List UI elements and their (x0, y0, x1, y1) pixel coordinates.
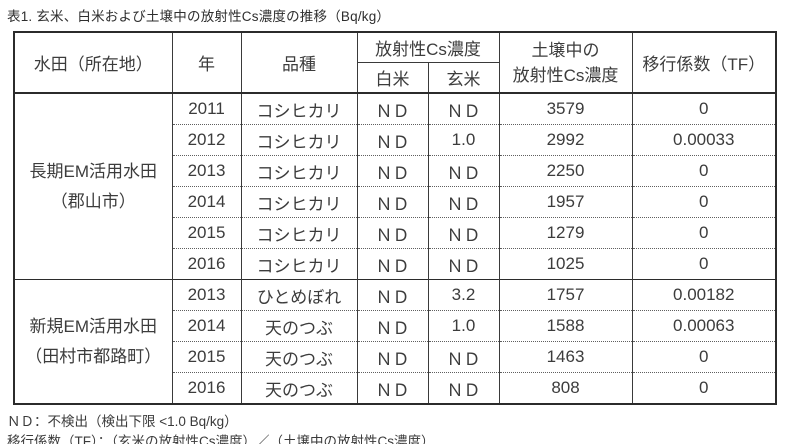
year-cell: 2016 (171, 372, 241, 404)
brown-rice-cell: ＮＤ (427, 186, 499, 218)
year-cell: 2016 (171, 248, 241, 280)
year-cell: 2013 (171, 155, 241, 187)
col-header-soil-line1: 土壌中の (531, 40, 600, 60)
tf-cell: 0.00033 (631, 124, 776, 156)
cs-concentration-table: 水田（所在地） 年 品種 放射性Cs濃度 土壌中の 放射性Cs濃度 移行係数（T… (13, 31, 777, 405)
brown-rice-cell: ＮＤ (427, 155, 499, 187)
col-header-variety: 品種 (240, 32, 357, 94)
table-row: 2014 コシヒカリ ＮＤ ＮＤ 1957 0 (14, 186, 776, 218)
soil-cs-cell: 1025 (498, 248, 632, 280)
white-rice-cell: ＮＤ (356, 155, 428, 187)
footnote-tf-definition: 移行係数（TF）：（玄米の放射性Cs濃度）／（土壌中の放射性Cs濃度） (7, 434, 435, 444)
soil-cs-cell: 808 (498, 372, 632, 404)
variety-cell: コシヒカリ (240, 124, 357, 156)
year-cell: 2014 (171, 186, 241, 218)
year-cell: 2015 (171, 341, 241, 373)
soil-cs-cell: 1757 (498, 279, 632, 311)
table-row: 2016 天のつぶ ＮＤ ＮＤ 808 0 (14, 372, 776, 404)
tf-cell: 0 (631, 248, 776, 280)
col-header-brown-rice: 玄米 (427, 62, 499, 94)
brown-rice-cell: ＮＤ (427, 341, 499, 373)
soil-cs-cell: 3579 (498, 93, 632, 125)
location-city: （田村市都路町） (25, 346, 162, 366)
table-row: 2015 天のつぶ ＮＤ ＮＤ 1463 0 (14, 341, 776, 373)
group-location-cell: 長期EM活用水田 （郡山市） (13, 93, 172, 280)
footnotes: ＮＤ：不検出（検出下限 <1.0 Bq/kg） 移行係数（TF）：（玄米の放射性… (7, 412, 786, 444)
variety-cell: 天のつぶ (240, 310, 357, 342)
year-cell: 2013 (171, 279, 241, 311)
soil-cs-cell: 2992 (498, 124, 632, 156)
white-rice-cell: ＮＤ (356, 248, 428, 280)
tf-cell: 0 (631, 186, 776, 218)
brown-rice-cell: ＮＤ (427, 93, 499, 125)
variety-cell: ひとめぼれ (240, 279, 357, 311)
table-row: 2015 コシヒカリ ＮＤ ＮＤ 1279 0 (14, 217, 776, 249)
brown-rice-cell: 3.2 (427, 279, 499, 311)
brown-rice-cell: ＮＤ (427, 372, 499, 404)
group-location-cell: 新規EM活用水田 （田村市都路町） (13, 279, 172, 404)
col-header-soil-line2: 放射性Cs濃度 (512, 65, 619, 85)
tf-cell: 0 (631, 217, 776, 249)
table-header: 水田（所在地） 年 品種 放射性Cs濃度 土壌中の 放射性Cs濃度 移行係数（T… (13, 32, 776, 94)
table-title: 表1. 玄米、白米および土壌中の放射性Cs濃度の推移（Bq/kg） (7, 9, 391, 24)
variety-cell: 天のつぶ (240, 341, 357, 373)
col-header-white-rice: 白米 (356, 62, 428, 94)
table-row: 2016 コシヒカリ ＮＤ ＮＤ 1025 0 (14, 248, 776, 280)
variety-cell: 天のつぶ (240, 372, 357, 404)
white-rice-cell: ＮＤ (356, 372, 428, 404)
table-row: 長期EM活用水田 （郡山市） 2011 コシヒカリ ＮＤ ＮＤ 3579 0 (13, 93, 776, 280)
white-rice-cell: ＮＤ (356, 186, 428, 218)
year-cell: 2014 (171, 310, 241, 342)
soil-cs-cell: 1588 (498, 310, 632, 342)
white-rice-cell: ＮＤ (356, 217, 428, 249)
table-row: 新規EM活用水田 （田村市都路町） 2013 ひとめぼれ ＮＤ 3.2 1757… (13, 279, 776, 404)
tf-cell: 0 (631, 155, 776, 187)
col-header-location: 水田（所在地） (13, 32, 172, 94)
soil-cs-cell: 2250 (498, 155, 632, 187)
location-name: 新規EM活用水田 (29, 316, 158, 336)
year-cell: 2012 (171, 124, 241, 156)
group-new-em-paddy: 新規EM活用水田 （田村市都路町） 2013 ひとめぼれ ＮＤ 3.2 1757… (13, 279, 776, 404)
col-header-transfer-factor: 移行係数（TF） (631, 32, 776, 94)
soil-cs-cell: 1957 (498, 186, 632, 218)
white-rice-cell: ＮＤ (356, 341, 428, 373)
group-long-term-em-paddy: 長期EM活用水田 （郡山市） 2011 コシヒカリ ＮＤ ＮＤ 3579 0 2… (13, 93, 776, 280)
table-row: 2013 コシヒカリ ＮＤ ＮＤ 2250 0 (14, 155, 776, 187)
brown-rice-cell: ＮＤ (427, 248, 499, 280)
tf-cell: 0.00063 (631, 310, 776, 342)
year-cell: 2015 (171, 217, 241, 249)
col-header-cs-concentration: 放射性Cs濃度 (356, 32, 499, 63)
variety-cell: コシヒカリ (240, 217, 357, 249)
white-rice-cell: ＮＤ (356, 310, 428, 342)
table-row: 2012 コシヒカリ ＮＤ 1.0 2992 0.00033 (14, 124, 776, 156)
brown-rice-cell: 1.0 (427, 310, 499, 342)
white-rice-cell: ＮＤ (356, 93, 428, 125)
location-city: （郡山市） (50, 191, 136, 211)
col-header-soil-cs: 土壌中の 放射性Cs濃度 (498, 32, 632, 94)
variety-cell: コシヒカリ (240, 186, 357, 218)
variety-cell: コシヒカリ (240, 248, 357, 280)
tf-cell: 0 (631, 93, 776, 125)
tf-cell: 0 (631, 341, 776, 373)
variety-cell: コシヒカリ (240, 93, 357, 125)
footnote-nd-definition: ＮＤ：不検出（検出下限 <1.0 Bq/kg） (7, 414, 238, 429)
white-rice-cell: ＮＤ (356, 279, 428, 311)
tf-cell: 0 (631, 372, 776, 404)
tf-cell: 0.00182 (631, 279, 776, 311)
location-name: 長期EM活用水田 (29, 161, 158, 181)
soil-cs-cell: 1463 (498, 341, 632, 373)
variety-cell: コシヒカリ (240, 155, 357, 187)
white-rice-cell: ＮＤ (356, 124, 428, 156)
table-row: 2014 天のつぶ ＮＤ 1.0 1588 0.00063 (14, 310, 776, 342)
year-cell: 2011 (171, 93, 241, 125)
col-header-year: 年 (171, 32, 241, 94)
brown-rice-cell: ＮＤ (427, 217, 499, 249)
soil-cs-cell: 1279 (498, 217, 632, 249)
brown-rice-cell: 1.0 (427, 124, 499, 156)
